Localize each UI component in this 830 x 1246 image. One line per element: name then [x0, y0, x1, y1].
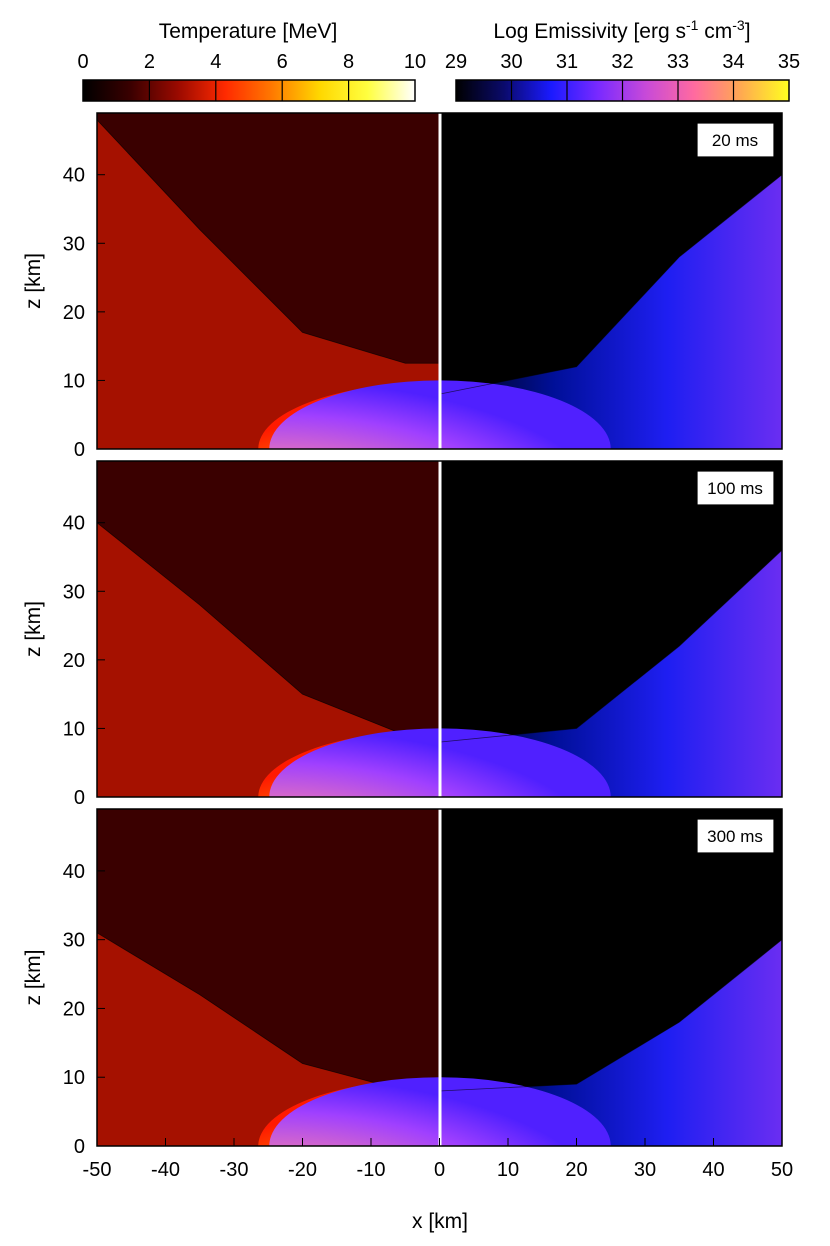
time-label-box	[696, 818, 775, 854]
emissivity-contour	[439, 174, 782, 395]
emissivity-colorbar-tick-label: 34	[722, 51, 744, 73]
y-tick-label: 0	[74, 1136, 85, 1158]
x-tick-label: -20	[288, 1159, 317, 1181]
x-tick-label: -10	[357, 1159, 386, 1181]
x-tick-label: -30	[220, 1159, 249, 1181]
panel-frame	[96, 112, 783, 450]
y-tick-label: 30	[63, 233, 85, 255]
emissivity-title-part: cm	[698, 20, 732, 43]
panels: 20 ms 0 10 20 30 40 z [km] 100 ms 0 10 20 30 40 z [km…	[22, 112, 783, 1158]
panel: 300 ms 0 10 20 30 40 z [km]	[22, 808, 783, 1158]
emissivity-title-part: ]	[745, 20, 751, 43]
emissivity-title-part: -1	[686, 17, 699, 33]
x-tick-label: 0	[434, 1159, 445, 1181]
panel-field	[97, 461, 782, 797]
x-tick-label: 30	[634, 1159, 656, 1181]
y-axis: 0 10 20 30 40 z [km]	[22, 861, 105, 1158]
emissivity-colorbar-tick-label: 35	[778, 51, 800, 73]
time-label-text: 20 ms	[712, 131, 758, 150]
emissivity-contour	[439, 939, 782, 1092]
temperature-warm-region	[97, 522, 440, 797]
temperature-contour	[97, 119, 440, 364]
emissivity-outflow-region	[439, 174, 782, 449]
emissivity-colorbar-tick-label: 33	[667, 51, 689, 73]
colorbars: 0 2 4 6 8 10 29 30 31 32 33 34 35	[77, 51, 800, 102]
temperature-colorbar-tick-label: 4	[210, 51, 221, 73]
x-axis-label: x [km]	[412, 1210, 468, 1233]
temperature-colorbar-tick-label: 0	[77, 51, 88, 73]
panel-field	[97, 809, 782, 1146]
panel: 20 ms 0 10 20 30 40 z [km]	[22, 112, 783, 461]
panel-frame	[96, 460, 783, 798]
time-label: 20 ms	[696, 122, 775, 158]
y-tick-label: 20	[63, 302, 85, 324]
y-tick-label: 0	[74, 787, 85, 809]
emissivity-colorbar-tick-label: 29	[445, 51, 467, 73]
temperature-warm-region	[97, 119, 440, 449]
y-tick-label: 10	[63, 1067, 85, 1089]
temperature-colorbar	[82, 79, 416, 102]
y-tick-label: 40	[63, 165, 85, 187]
panel-field	[97, 113, 782, 449]
y-axis: 0 10 20 30 40 z [km]	[22, 165, 105, 461]
time-label-box	[696, 470, 775, 506]
y-tick-label: 30	[63, 581, 85, 603]
temperature-colorbar-title: Temperature [MeV]	[159, 20, 338, 43]
temperature-colorbar-tick-label: 8	[343, 51, 354, 73]
y-axis: 0 10 20 30 40 z [km]	[22, 513, 105, 809]
y-tick-label: 20	[63, 998, 85, 1020]
y-tick-label: 40	[63, 861, 85, 883]
emissivity-colorbar-tick-label: 32	[611, 51, 633, 73]
emissivity-colorbar-tick-label: 30	[500, 51, 522, 73]
y-axis-label: z [km]	[22, 950, 45, 1006]
time-label-text: 100 ms	[707, 479, 763, 498]
x-axis: -50 -40 -30 -20 -10 0 10 20 30 40 50	[83, 1138, 793, 1181]
x-tick-label: -50	[83, 1159, 112, 1181]
temperature-colorbar-tick-label: 10	[404, 51, 426, 73]
y-tick-label: 30	[63, 930, 85, 952]
x-tick-label: 20	[565, 1159, 587, 1181]
y-tick-label: 10	[63, 718, 85, 740]
y-tick-label: 40	[63, 513, 85, 535]
emissivity-colorbar-title: Log Emissivity [erg s-1 cm-3]	[493, 17, 750, 43]
x-tick-label: -40	[151, 1159, 180, 1181]
time-label: 100 ms	[696, 470, 775, 506]
panel: 100 ms 0 10 20 30 40 z [km]	[22, 460, 783, 809]
emissivity-title-part: -3	[732, 17, 745, 33]
temperature-colorbar-tick-label: 6	[277, 51, 288, 73]
temperature-colorbar-tick-label: 2	[144, 51, 155, 73]
y-tick-label: 0	[74, 439, 85, 461]
x-tick-label: 40	[702, 1159, 724, 1181]
y-axis-label: z [km]	[22, 253, 45, 309]
time-label-text: 300 ms	[707, 827, 763, 846]
emissivity-contour	[439, 549, 782, 743]
y-tick-label: 20	[63, 650, 85, 672]
emissivity-outflow-region	[439, 550, 782, 797]
time-label-box	[696, 122, 775, 158]
y-axis-label: z [km]	[22, 601, 45, 657]
emissivity-title-part: Log Emissivity [erg s	[493, 20, 686, 43]
emissivity-colorbar-tick-label: 31	[556, 51, 578, 73]
x-tick-label: 10	[497, 1159, 519, 1181]
time-label: 300 ms	[696, 818, 775, 854]
x-tick-label: 50	[771, 1159, 793, 1181]
y-tick-label: 10	[63, 370, 85, 392]
